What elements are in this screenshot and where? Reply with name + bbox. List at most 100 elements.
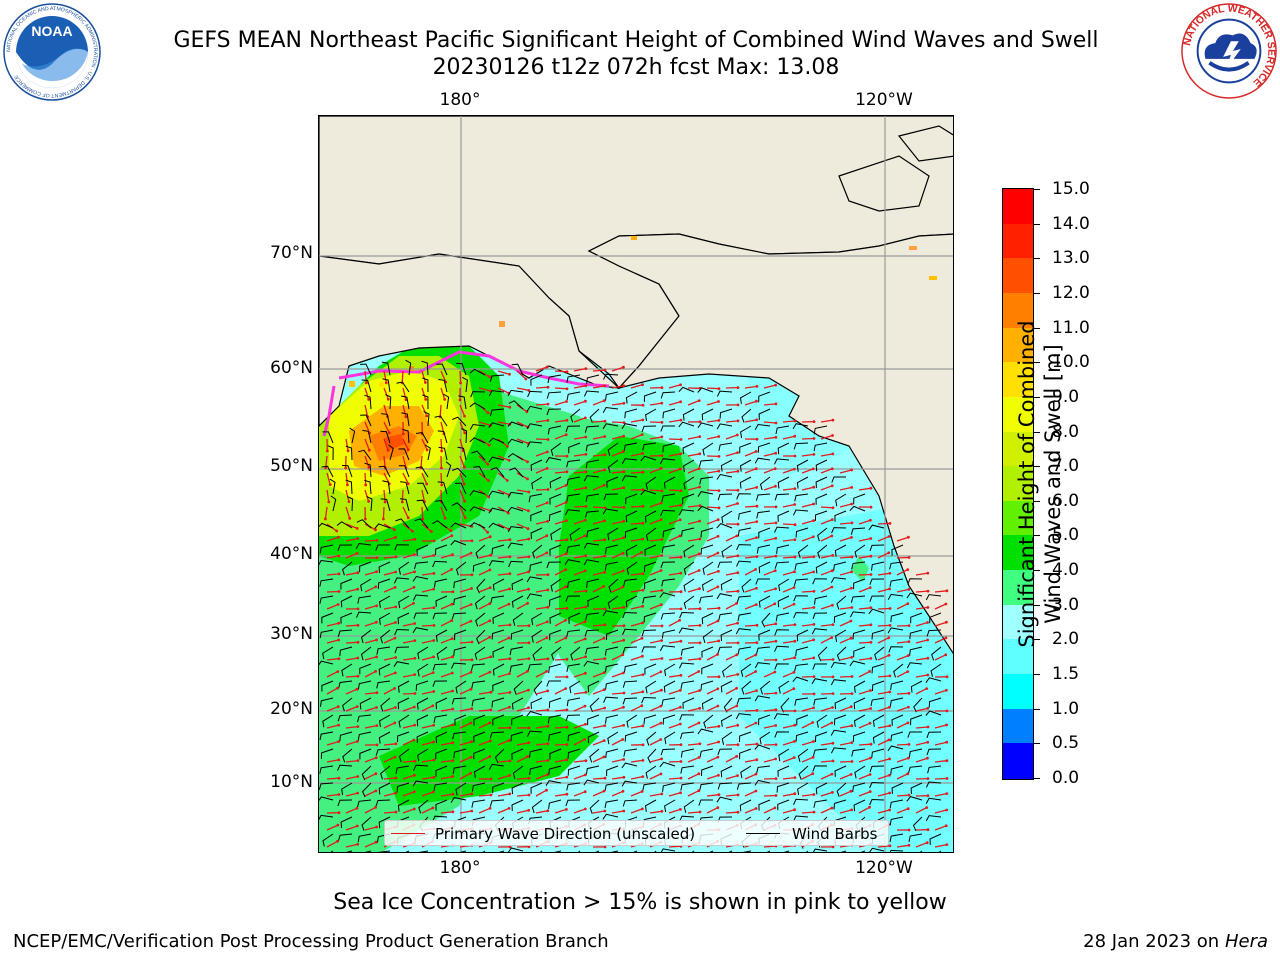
wave-direction-arrow xyxy=(649,489,663,492)
wave-arrow-head xyxy=(602,636,606,640)
wind-barb xyxy=(778,680,790,694)
wave-arrow-head xyxy=(660,401,664,405)
wave-direction-arrow xyxy=(706,756,719,763)
wave-direction-arrow xyxy=(763,709,776,712)
wave-arrow-head xyxy=(565,675,569,679)
wave-direction-arrow xyxy=(326,573,340,576)
wave-direction-arrow xyxy=(364,639,377,644)
wind-barb xyxy=(756,544,771,554)
wind-barb xyxy=(683,459,695,472)
wave-direction-arrow xyxy=(478,569,491,576)
wave-arrow-head xyxy=(888,724,892,728)
wind-barb xyxy=(398,465,410,478)
wind-barb xyxy=(793,798,809,806)
wave-direction-arrow xyxy=(630,572,643,576)
wind-barb xyxy=(531,612,543,626)
wind-barb xyxy=(774,645,790,652)
wave-arrow-head xyxy=(527,624,531,627)
wave-arrow-head xyxy=(564,484,568,487)
wind-barb xyxy=(322,833,334,847)
wave-arrow-head xyxy=(603,706,606,710)
wave-direction-arrow xyxy=(573,400,586,406)
wave-direction-arrow xyxy=(345,641,359,644)
wave-direction-arrow xyxy=(516,742,529,746)
wave-direction-arrow xyxy=(649,657,662,661)
wave-direction-arrow xyxy=(934,689,947,695)
wind-barb xyxy=(680,646,695,656)
wind-barb xyxy=(587,714,600,726)
wave-direction-arrow xyxy=(649,554,662,559)
wind-barb xyxy=(835,493,847,507)
wind-barb xyxy=(589,799,600,814)
wave-direction-arrow xyxy=(326,706,339,712)
wave-direction-arrow xyxy=(611,758,624,763)
wave-arrow-head xyxy=(602,755,606,759)
wind-barb xyxy=(339,646,353,657)
wave-direction-arrow xyxy=(478,455,489,465)
wave-arrow-head xyxy=(736,774,739,777)
wind-barb xyxy=(834,765,847,777)
wave-arrow-head xyxy=(698,587,701,590)
wind-barb xyxy=(547,425,562,435)
wave-arrow-head xyxy=(603,570,607,574)
wave-arrow-head xyxy=(679,808,682,811)
wave-arrow-head xyxy=(926,740,930,744)
wave-arrow-head xyxy=(527,509,530,513)
wave-arrow-head xyxy=(546,385,550,389)
wind-barb xyxy=(680,782,695,791)
wave-direction-arrow xyxy=(649,467,662,474)
wave-direction-arrow xyxy=(896,773,909,780)
wind-barb xyxy=(511,782,524,795)
wind-barb xyxy=(488,507,505,514)
chart-subtitle: 20230126 t12z 072h fcst Max: 13.08 xyxy=(432,55,840,80)
wave-direction-arrow xyxy=(402,438,409,451)
wave-direction-arrow xyxy=(611,487,624,491)
colorbar-tick-label: 7.0 xyxy=(1052,456,1080,477)
wave-arrow-head xyxy=(831,452,835,456)
wind-barb xyxy=(644,510,657,523)
wave-arrow-head xyxy=(755,742,759,746)
colorbar-tick-label: 11.0 xyxy=(1052,317,1090,338)
colorbar-segment xyxy=(1003,500,1033,537)
colorbar-title-line1: Significant Height of Combined xyxy=(1015,320,1039,648)
wave-direction-arrow xyxy=(478,636,490,644)
wind-barb xyxy=(437,481,448,495)
wave-arrow-head xyxy=(450,637,454,641)
chart-title: GEFS MEAN Northeast Pacific Significant … xyxy=(173,28,1099,53)
wind-barb xyxy=(398,595,410,609)
wind-barb xyxy=(451,697,467,705)
wind-barb xyxy=(717,748,733,755)
wave-arrow-head xyxy=(660,386,664,389)
wind-barb xyxy=(567,748,581,759)
wind-barb xyxy=(891,714,904,726)
wind-barb xyxy=(697,491,714,497)
wind-barb xyxy=(488,456,505,463)
wave-direction-arrow xyxy=(516,657,529,661)
wind-barb xyxy=(678,662,695,669)
wind-barb xyxy=(546,408,562,416)
wind-barb xyxy=(739,799,752,812)
wave-direction-arrow xyxy=(668,689,681,695)
wave-direction-arrow xyxy=(706,794,719,797)
wave-direction-arrow xyxy=(649,639,662,644)
wind-barb xyxy=(849,505,866,512)
wave-direction-arrow xyxy=(497,624,511,627)
wave-arrow-head xyxy=(602,483,606,487)
wind-barb xyxy=(755,578,770,585)
wave-arrow-head xyxy=(621,738,625,741)
wave-arrow-head xyxy=(458,398,462,402)
wind-barb xyxy=(716,523,733,529)
wave-arrow-head xyxy=(507,602,511,606)
wave-arrow-head xyxy=(660,624,664,628)
wave-direction-arrow xyxy=(668,760,682,763)
wind-barb xyxy=(930,663,942,677)
wave-direction-arrow xyxy=(668,572,681,576)
wave-arrow-head xyxy=(697,569,701,572)
wave-arrow-head xyxy=(602,789,606,793)
wave-direction-arrow xyxy=(687,707,700,712)
wave-arrow-head xyxy=(432,587,435,591)
wave-arrow-head xyxy=(679,555,683,559)
wave-arrow-head xyxy=(337,723,340,727)
wind-barb xyxy=(605,680,619,690)
wave-arrow-head xyxy=(394,706,397,709)
